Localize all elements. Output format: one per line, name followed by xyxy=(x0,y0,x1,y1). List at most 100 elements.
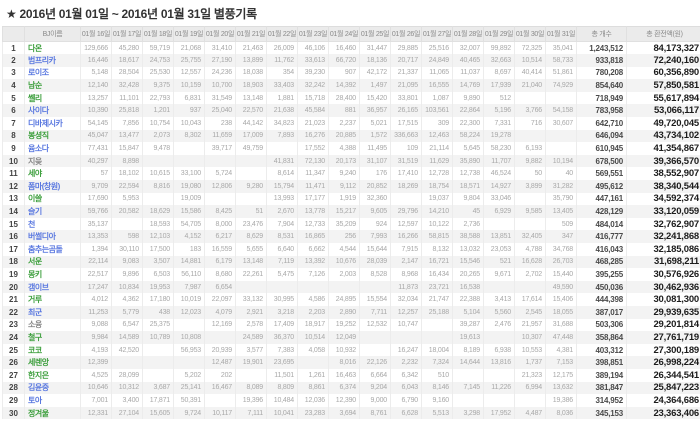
table-row: 18 서운 22,114 9,083 3,507 14,881 6,179 13,148 7,1… xyxy=(2,255,700,269)
bj-name-link[interactable]: 다온 xyxy=(24,41,81,55)
day-value-cell: 40,465 xyxy=(452,54,484,67)
bj-name-link[interactable]: 쎌리 xyxy=(24,91,81,105)
day-value-cell: 2,147 xyxy=(390,255,422,269)
bj-name-link[interactable]: 로이조 xyxy=(24,66,81,80)
day-value-cell: 29,796 xyxy=(390,205,422,218)
rank-cell: 30 xyxy=(2,406,25,420)
table-row: 16 버썰디아 13,353 598 12,103 4,152 6,217 8,629 8,53… xyxy=(2,230,700,243)
day-value-cell xyxy=(173,356,205,369)
bj-name-link[interactable]: 슬기 xyxy=(24,205,81,218)
rank-cell: 27 xyxy=(2,368,25,382)
day-value-cell: 19,009 xyxy=(173,192,205,206)
bj-name-link[interactable]: 범프리카 xyxy=(24,54,81,67)
day-value-cell: 11,501 xyxy=(266,368,298,382)
day-value-cell: 12,597 xyxy=(390,217,422,231)
rank-cell: 24 xyxy=(2,331,25,344)
day-value-cell: 2,702 xyxy=(514,268,546,281)
bj-name-link[interactable]: 버썰디아 xyxy=(24,230,81,243)
day-value-cell: 22,594 xyxy=(111,180,143,193)
day-value-cell: 22,570 xyxy=(235,104,267,118)
day-value-cell: 9,375 xyxy=(142,79,174,92)
day-value-cell: 7,119 xyxy=(266,255,298,269)
total-count-cell: 933,818 xyxy=(576,54,627,67)
day-value-cell: 25,755 xyxy=(173,54,205,67)
day-value-cell: 4,544 xyxy=(328,243,360,256)
day-value-cell: 13,993 xyxy=(266,192,298,206)
column-header: 01월 26일 xyxy=(390,26,422,42)
day-value-cell: 6,929 xyxy=(483,205,515,218)
day-value-cell xyxy=(514,129,546,143)
column-header: 01월 22일 xyxy=(266,26,298,42)
day-value-cell: 17,515 xyxy=(390,117,422,130)
bj-name-link[interactable]: 서운 xyxy=(24,255,81,269)
bj-name-link[interactable]: 디바제시카 xyxy=(24,117,81,130)
day-value-cell: 10,514 xyxy=(297,331,329,344)
table-row: 24 철구 9,984 14,589 10,789 10,808 24,589 36,370 1… xyxy=(2,331,700,344)
bj-name-link[interactable]: 거루 xyxy=(24,293,81,306)
day-value-cell: 4,788 xyxy=(514,243,546,256)
day-value-cell: 10,754 xyxy=(142,117,174,130)
table-row: 13 이쓸 17,690 5,953 19,009 13,993 17,177 1,919 32… xyxy=(2,192,700,206)
bj-name-link[interactable]: 한지은 xyxy=(24,368,81,382)
day-value-cell xyxy=(142,368,174,382)
bj-name-link[interactable]: 김윤중 xyxy=(24,381,81,395)
bj-name-link[interactable]: 사이다 xyxy=(24,104,81,118)
day-value-cell: 31,282 xyxy=(545,180,577,193)
day-value-cell: 1,087 xyxy=(421,91,453,105)
day-value-cell: 46,524 xyxy=(483,167,515,181)
day-value-cell: 45,280 xyxy=(111,41,143,55)
day-value-cell: 3,507 xyxy=(142,255,174,269)
total-cash-cell: 43,734,102 xyxy=(626,129,700,143)
bj-name-link[interactable]: 갬이브 xyxy=(24,280,81,294)
day-value-cell: 35,209 xyxy=(328,217,360,231)
bj-name-link[interactable]: 정겨울 xyxy=(24,406,81,420)
bj-name-link[interactable]: 폼마(창원) xyxy=(24,180,81,193)
day-value-cell: 20,265 xyxy=(452,268,484,281)
bj-name-link[interactable]: 이쓸 xyxy=(24,192,81,206)
bj-name-link[interactable]: 춤추는곰돌 xyxy=(24,243,81,256)
day-value-cell: 9,112 xyxy=(328,180,360,193)
bj-name-link[interactable]: 철구 xyxy=(24,331,81,344)
day-value-cell: 11,495 xyxy=(359,142,391,155)
day-value-cell: 14,210 xyxy=(421,205,453,218)
day-value-cell: 34,768 xyxy=(545,243,577,256)
day-value-cell: 14,392 xyxy=(328,79,360,92)
day-value-cell: 2,237 xyxy=(328,117,360,130)
day-value-cell: 14,589 xyxy=(111,331,143,344)
bj-name-link[interactable]: 지읒 xyxy=(24,154,81,168)
day-value-cell: 937 xyxy=(173,104,205,118)
bj-name-link[interactable]: 코코 xyxy=(24,343,81,357)
total-count-cell: 783,958 xyxy=(576,104,627,118)
day-value-cell: 39,287 xyxy=(452,318,484,332)
bj-name-link[interactable]: 봉셩직 xyxy=(24,129,81,143)
day-value-cell xyxy=(204,331,236,344)
day-value-cell: 13,778 xyxy=(297,205,329,218)
day-value-cell: 6,179 xyxy=(204,255,236,269)
day-value-cell: 8,528 xyxy=(359,268,391,281)
bj-name-link[interactable]: 남순 xyxy=(24,79,81,92)
bj-name-link[interactable]: 토아 xyxy=(24,394,81,407)
bj-name-link[interactable]: 세야 xyxy=(24,167,81,181)
table-row: 7 디바제시카 54,145 7,856 10,754 10,043 238 44,142 34… xyxy=(2,117,700,130)
total-count-cell: 444,398 xyxy=(576,293,627,306)
total-cash-cell: 25,847,223 xyxy=(626,381,700,395)
bj-name-link[interactable]: 몽키 xyxy=(24,268,81,281)
bj-name-link[interactable]: 세렌앙 xyxy=(24,356,81,369)
rank-cell: 7 xyxy=(2,117,25,130)
day-value-cell xyxy=(452,394,484,407)
day-value-cell: 13,632 xyxy=(545,381,577,395)
bj-name-link[interactable]: 소융 xyxy=(24,318,81,332)
day-value-cell: 31,688 xyxy=(545,318,577,332)
day-value-cell: 1,737 xyxy=(514,356,546,369)
day-value-cell xyxy=(359,343,391,357)
day-value-cell: 18,038 xyxy=(235,66,267,80)
table-row: 4 남순 12,140 32,428 9,375 10,159 10,700 18,903 33… xyxy=(2,79,700,92)
day-value-cell: 3,694 xyxy=(328,406,360,420)
bj-name-link[interactable]: 최군 xyxy=(24,305,81,319)
table-row: 14 슬기 59,766 20,582 18,629 15,586 8,425 51 2,670… xyxy=(2,205,700,218)
bj-name-link[interactable]: 윰소다 xyxy=(24,142,81,155)
day-value-cell: 33,046 xyxy=(483,192,515,206)
bj-name-link[interactable]: 천 xyxy=(24,217,81,231)
total-cash-cell: 30,081,300 xyxy=(626,293,700,306)
day-value-cell: 7,711 xyxy=(359,305,391,319)
